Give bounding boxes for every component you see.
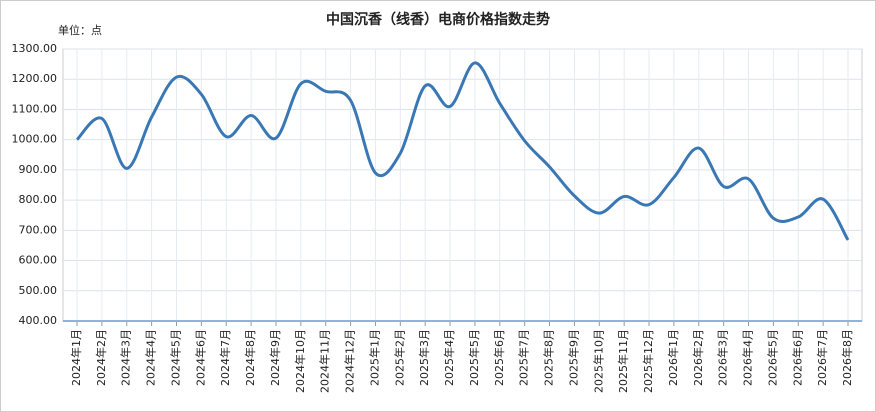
x-tick-label: 2025年9月	[566, 329, 580, 386]
y-tick-label: 800.00	[19, 193, 58, 206]
x-tick-label: 2025年5月	[467, 329, 481, 386]
y-tick-label: 400.00	[19, 314, 58, 327]
x-tick-label: 2024年3月	[119, 329, 133, 386]
data-line	[75, 61, 850, 241]
x-tick-label: 2024年11月	[318, 329, 332, 393]
x-tick-label: 2025年3月	[417, 329, 431, 386]
x-tick-label: 2025年1月	[367, 329, 381, 386]
x-tick-label: 2024年5月	[168, 329, 182, 386]
x-tick-label: 2026年7月	[815, 329, 829, 386]
x-tick-label: 2024年2月	[94, 329, 108, 386]
y-tick-label: 1000.00	[12, 133, 58, 146]
x-tick-label: 2024年6月	[193, 329, 207, 386]
x-tick-label: 2026年2月	[691, 329, 705, 386]
x-tick-label: 2025年11月	[616, 329, 630, 393]
x-tick-label: 2024年4月	[144, 329, 158, 386]
x-tick-label: 2026年5月	[765, 329, 779, 386]
chart-title: 中国沉香（线香）电商价格指数走势	[326, 11, 550, 28]
x-tick-label: 2024年8月	[243, 329, 257, 386]
x-tick-label: 2026年1月	[666, 329, 680, 386]
unit-label: 单位：点	[58, 23, 102, 37]
x-tick-label: 2025年2月	[392, 329, 406, 386]
y-tick-label: 900.00	[19, 163, 58, 176]
y-tick-label: 700.00	[19, 223, 58, 236]
x-tick-label: 2026年3月	[716, 329, 730, 386]
x-tick-label: 2024年1月	[69, 329, 83, 386]
y-tick-label: 1200.00	[12, 72, 58, 85]
y-tick-label: 1300.00	[12, 42, 58, 55]
x-tick-label: 2025年8月	[542, 329, 556, 386]
x-tick-label: 2025年12月	[641, 329, 655, 393]
y-tick-label: 500.00	[19, 284, 58, 297]
x-tick-label: 2024年12月	[343, 329, 357, 393]
y-tick-label: 600.00	[19, 254, 58, 267]
x-tick-label: 2024年10月	[293, 329, 307, 393]
x-tick-label: 2026年8月	[840, 329, 854, 386]
x-tick-label: 2024年7月	[218, 329, 232, 386]
x-tick-label: 2024年9月	[268, 329, 282, 386]
y-tick-label: 1100.00	[12, 102, 58, 115]
x-tick-label: 2025年4月	[442, 329, 456, 386]
x-tick-label: 2026年6月	[790, 329, 804, 386]
x-tick-label: 2025年10月	[591, 329, 605, 393]
x-tick-label: 2025年7月	[517, 329, 531, 386]
x-tick-label: 2026年4月	[741, 329, 755, 386]
x-tick-label: 2025年6月	[492, 329, 506, 386]
